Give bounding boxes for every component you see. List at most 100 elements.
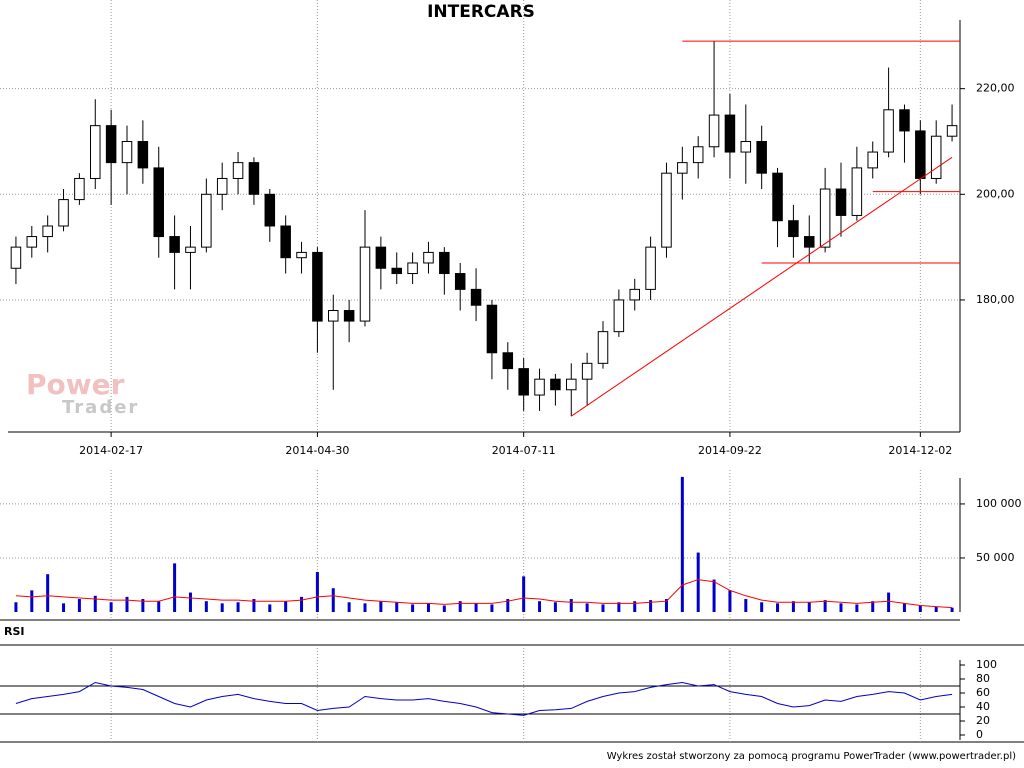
volume-bar [791, 601, 795, 612]
candle-body [946, 125, 958, 137]
volume-bar [918, 605, 922, 612]
candle-body [772, 172, 783, 222]
candle-body [201, 193, 212, 248]
candle-body [851, 167, 863, 216]
chart-title: INTERCARS [427, 2, 535, 22]
volume-bar [760, 602, 764, 612]
volume-bar [823, 600, 827, 612]
candle-body [105, 125, 117, 164]
candle-body [216, 177, 228, 195]
volume-bar [712, 579, 716, 612]
trend-line [570, 156, 953, 417]
volume-bar [395, 602, 399, 612]
candle-body [692, 146, 704, 164]
candle-body [486, 304, 498, 354]
candle-body [740, 140, 752, 153]
volume-bar [442, 605, 446, 612]
candle-body [439, 251, 450, 275]
volume-bar [680, 476, 684, 612]
candle-body [835, 188, 847, 216]
candle-body [391, 267, 402, 275]
y-tick-label: 100 000 [976, 497, 1022, 510]
candle-body [788, 220, 799, 238]
candle-body [121, 140, 133, 164]
volume-bar [268, 604, 272, 612]
watermark: Power [26, 368, 125, 401]
candle-body [343, 310, 355, 322]
y-tick-label: 0 [976, 728, 983, 741]
candle-body [613, 299, 625, 333]
volume-bar [411, 604, 415, 612]
candle-body [232, 162, 244, 179]
candle-body [137, 140, 149, 169]
candle-body [74, 177, 85, 201]
candle-body [454, 273, 466, 290]
candle-body [328, 310, 339, 322]
volume-bar [474, 603, 478, 612]
y-tick-label: 220,00 [976, 82, 1015, 95]
volume-bar [934, 606, 938, 612]
candle-body [804, 236, 815, 248]
candle-body [169, 236, 180, 253]
volume-bar [902, 603, 906, 612]
candle-body [550, 378, 561, 391]
volume-bar [220, 603, 224, 612]
candle-body [915, 130, 926, 179]
volume-bar [728, 590, 732, 612]
candle-body [264, 193, 276, 227]
watermark: Trader [62, 397, 139, 418]
x-tick-label: 2014-12-02 [888, 444, 952, 457]
volume-bar [871, 601, 875, 612]
volume-bar [950, 607, 954, 612]
volume-bar [379, 601, 383, 612]
volume-bar [141, 599, 145, 612]
volume-bar [46, 574, 50, 612]
candle-body [375, 246, 387, 269]
volume-bar [776, 603, 780, 612]
candle-body [534, 378, 545, 396]
volume-bar [553, 602, 557, 612]
volume-bar [601, 604, 605, 612]
candle-body [470, 288, 482, 306]
y-tick-label: 40 [976, 700, 990, 713]
candle-body [280, 225, 291, 259]
candle-body [153, 167, 164, 238]
candle-body [423, 251, 434, 264]
volume-bar [807, 602, 811, 612]
candle-body [883, 109, 894, 153]
volume-bar [284, 601, 288, 612]
volume-bar [426, 603, 430, 612]
x-tick-label: 2014-04-30 [285, 444, 349, 457]
candle-body [677, 162, 688, 174]
candle-body [708, 114, 720, 148]
candle-body [248, 162, 260, 195]
volume-bar [522, 576, 526, 612]
volume-bar [458, 601, 462, 612]
volume-bar [855, 604, 859, 612]
volume-bar [569, 599, 573, 612]
volume-bar [633, 601, 637, 612]
candle-body [899, 109, 910, 132]
volume-bar [490, 604, 494, 612]
volume-bar [506, 599, 510, 612]
y-tick-label: 180,00 [976, 293, 1015, 306]
y-tick-label: 80 [976, 672, 990, 685]
volume-bar [839, 603, 843, 612]
y-tick-label: 100 [976, 658, 997, 671]
volume-bar [664, 599, 668, 612]
candle-body [359, 246, 371, 322]
y-tick-label: 50 000 [976, 551, 1015, 564]
candle-body [407, 262, 418, 275]
volume-bar [887, 592, 891, 612]
volume-bar [538, 601, 542, 612]
volume-bar [585, 603, 589, 612]
candle-body [930, 135, 942, 179]
rsi-line [15, 681, 953, 716]
y-tick-label: 20 [976, 714, 990, 727]
candle-body [756, 140, 767, 174]
volume-bar [363, 603, 367, 612]
panel-label: RSI [4, 625, 25, 638]
volume-bar [93, 595, 97, 612]
